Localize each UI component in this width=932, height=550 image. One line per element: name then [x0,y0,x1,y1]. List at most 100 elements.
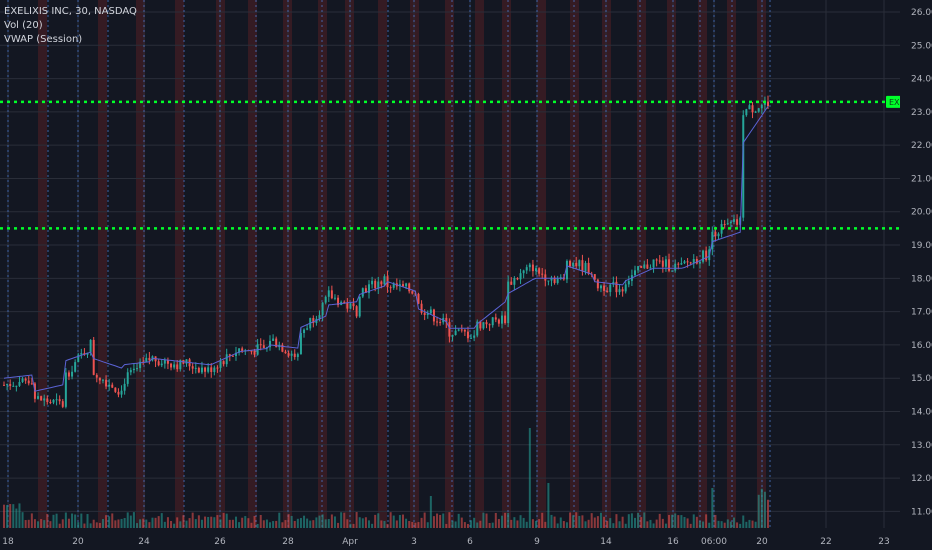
volume-bar [411,521,414,528]
volume-bar [596,516,599,528]
candle-body [139,361,142,369]
session-band [38,0,47,528]
candle-body [358,296,361,317]
candle-body [281,344,284,352]
volume-bar [166,517,169,528]
candle-body [272,338,275,341]
candle-body [485,322,488,325]
candle-body [668,259,671,271]
candle-body [361,288,364,297]
candle-body [522,270,525,274]
volume-bar [318,515,321,528]
volume-bar [470,520,473,528]
price-tick-label: 22.00 [911,141,932,151]
candle-body [618,289,621,293]
volume-bar [200,519,203,528]
candle-body [64,372,67,407]
candle-body [92,339,95,375]
volume-bar [757,494,760,528]
volume-bar [386,523,389,528]
volume-bar [717,520,720,528]
candle-body [767,101,769,107]
volume-bar [606,520,609,528]
volume-bar [157,516,160,528]
volume-bar [309,520,312,528]
volume-bar [618,521,621,528]
volume-bar [207,516,210,528]
volume-bar [711,488,714,528]
candle-body [575,262,578,267]
candle-body [494,317,497,320]
volume-bar [488,523,491,528]
volume-bar [92,519,95,528]
volume-bar [671,514,674,528]
candle-body [633,270,636,276]
candle-body [204,367,207,372]
candle-body [686,261,689,263]
volume-bar [569,512,572,528]
volume-bar [49,521,52,528]
session-band [502,0,511,528]
price-axis-background [900,0,932,550]
volume-bar [296,518,299,528]
candle-body [405,283,408,287]
candle-body [40,396,43,401]
candle-body [714,231,717,237]
vwap-indicator-label[interactable]: VWAP (Session) [4,34,83,45]
candle-body [565,260,568,280]
candle-body [417,293,420,304]
volume-bar [364,517,367,528]
candle-body [454,330,457,335]
candle-body [231,355,234,357]
candle-body [318,315,321,319]
candle-body [640,266,643,268]
price-tick-label: 23.00 [911,108,932,118]
candle-body [216,367,219,369]
candle-body [80,353,83,355]
candle-body [18,382,21,386]
price-axis[interactable]: 11.00 12.00 13.00 14.00 15.00 16.00 17.00 18.00… [900,0,932,550]
volume-bars [3,428,769,528]
volume-bar [321,514,324,528]
volume-bar [584,521,587,528]
candle-body [544,274,547,281]
candle-body [95,374,98,378]
candle-body [457,329,460,331]
candle-body [275,338,278,348]
volume-bar [67,518,70,528]
volume-bar [748,519,751,528]
volume-bar [652,523,655,528]
volume-bar [71,513,74,528]
time-tick-label: 6 [467,537,473,547]
volume-bar [123,518,126,528]
session-band [248,0,257,528]
candle-body [553,277,556,283]
candle-body [225,354,228,365]
candle-body [30,383,33,385]
volume-bar [423,512,426,528]
volume-bar [145,519,148,528]
volume-bar [253,515,256,528]
candle-body [21,378,24,383]
volume-bar [160,513,163,528]
session-dividers [7,0,771,528]
volume-bar [466,523,469,528]
session-band [318,0,327,528]
candle-body [111,384,114,388]
volume-bar [426,522,429,528]
time-axis[interactable]: 18 20 24 26 28 Apr 3 6 9 14 16 06:00 20 22 23 [0,528,932,550]
candle-body [627,280,630,285]
volume-bar [695,516,698,528]
time-tick-label: 26 [214,537,226,547]
volume-bar [637,512,640,528]
volume-bar [664,523,667,528]
volume-indicator-label[interactable]: Vol (20) [4,20,43,31]
candle-body [726,223,729,225]
candle-body [194,367,197,369]
volume-bar [188,518,191,528]
volume-bar [754,521,757,528]
candle-body [52,399,55,403]
volume-bar [429,496,432,528]
candle-body [27,380,30,384]
